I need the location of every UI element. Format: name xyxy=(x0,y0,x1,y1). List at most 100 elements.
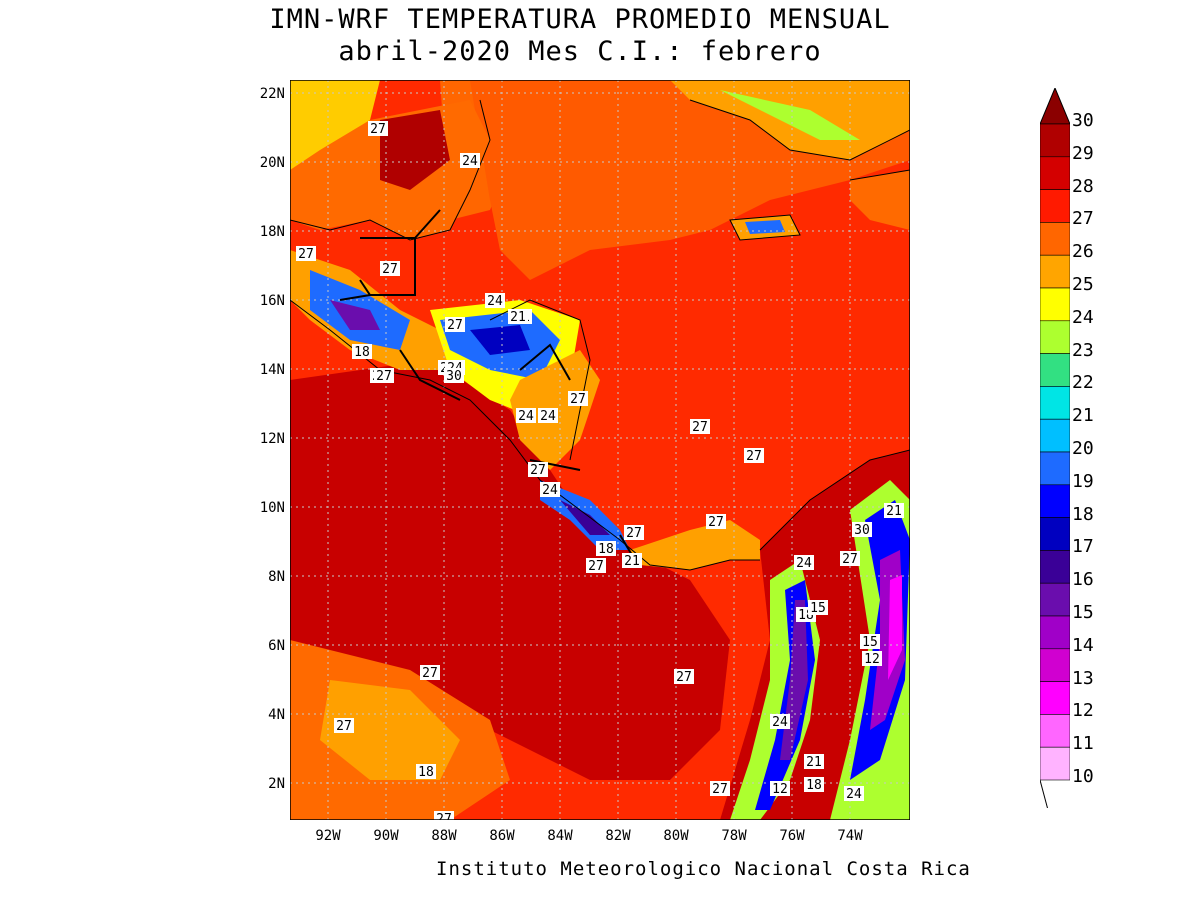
contour-label: 18 xyxy=(416,764,436,780)
contour-label: 21 xyxy=(508,309,528,325)
lon-label-76w: 76W xyxy=(779,828,805,844)
lat-label-10n: 10N xyxy=(259,500,285,516)
contour-label-text: 18 xyxy=(806,778,822,793)
contour-label: 27 xyxy=(334,718,354,734)
contour-label-text: 24 xyxy=(487,294,503,309)
temperature-map: 2724272724212724272118272224302724272727… xyxy=(290,80,910,820)
lat-label-18n: 18N xyxy=(259,224,285,240)
contour-label-text: 21 xyxy=(886,504,902,519)
contour-label-text: 12 xyxy=(772,782,788,797)
lon-label-78w: 78W xyxy=(721,828,747,844)
contour-label: 21 xyxy=(804,754,824,770)
colorbar-label: 16 xyxy=(1072,569,1094,591)
contour-label-text: 27 xyxy=(842,552,858,567)
colorbar-label: 11 xyxy=(1072,733,1094,755)
contour-label-text: 27 xyxy=(570,392,586,407)
colorbar-cap xyxy=(1040,88,1070,125)
colorbar-label: 13 xyxy=(1072,667,1094,689)
lon-label-82w: 82W xyxy=(605,828,631,844)
contour-label: 27 xyxy=(420,665,440,681)
footer-credit: Instituto Meteorologico Nacional Costa R… xyxy=(436,858,971,880)
contour-label: 24 xyxy=(516,408,536,424)
colorbar-segment xyxy=(1040,254,1070,289)
contour-label-text: 27 xyxy=(447,318,463,333)
lon-label-90w: 90W xyxy=(373,828,399,844)
colorbar-segment xyxy=(1040,353,1070,387)
colorbar-label: 18 xyxy=(1072,503,1094,525)
colorbar-label: 26 xyxy=(1072,241,1094,263)
contour-label-text: 27 xyxy=(692,420,708,435)
contour-label-text: 27 xyxy=(376,369,392,384)
contour-label-text: 27 xyxy=(530,463,546,478)
lat-label-14n: 14N xyxy=(259,362,285,378)
colorbar-label: 24 xyxy=(1072,306,1094,328)
contour-label: 27 xyxy=(840,551,860,567)
contour-label: 27 xyxy=(368,121,388,137)
contour-label: 24 xyxy=(538,408,558,424)
contour-label-text: 27 xyxy=(676,670,692,685)
colorbar-segment xyxy=(1040,648,1070,682)
contour-label: 27 xyxy=(528,462,548,478)
colorbar-segment xyxy=(1040,582,1070,617)
colorbar-segment xyxy=(1040,746,1070,781)
contour-label-text: 27 xyxy=(382,262,398,277)
contour-label-text: 18 xyxy=(354,345,370,360)
lon-label-86w: 86W xyxy=(489,828,515,844)
lat-label-20n: 20N xyxy=(259,155,285,171)
colorbar-segment xyxy=(1040,517,1070,551)
contour-label: 27 xyxy=(624,525,644,541)
contour-label: 24 xyxy=(770,714,790,730)
contour-label-text: 21 xyxy=(510,310,526,325)
contour-label-text: 27 xyxy=(422,666,438,681)
colorbar-label: 25 xyxy=(1072,274,1094,295)
andes-east-coldest xyxy=(888,575,902,680)
colorbar-segment xyxy=(1040,714,1070,748)
colorbar-segment xyxy=(1040,681,1070,715)
colorbar-label: 23 xyxy=(1072,339,1094,361)
colorbar-label: 22 xyxy=(1072,372,1094,394)
colorbar-segment xyxy=(1040,189,1070,223)
colorbar-segment xyxy=(1040,418,1070,453)
contour-label-text: 15 xyxy=(810,601,826,616)
highland-honduras-cold xyxy=(470,325,530,355)
colorbar-segment xyxy=(1040,320,1070,354)
lat-label-8n: 8N xyxy=(268,569,285,585)
colorbar-label: 28 xyxy=(1072,175,1094,197)
colorbar-tail xyxy=(1040,779,1048,808)
contour-label-text: 15 xyxy=(862,635,878,650)
contour-label: 27 xyxy=(586,558,606,574)
contour-label-text: 27 xyxy=(370,122,386,137)
colorbar-segment xyxy=(1040,123,1070,158)
colorbar-label: 10 xyxy=(1072,766,1094,787)
colorbar-segment xyxy=(1040,156,1070,190)
contour-label-text: 21 xyxy=(624,554,640,569)
contour-label: 21 xyxy=(622,553,642,569)
contour-label: 27 xyxy=(690,419,710,435)
contour-label: 30 xyxy=(444,368,464,384)
colorbar-label: 12 xyxy=(1072,700,1094,722)
lon-label-88w: 88W xyxy=(431,828,457,844)
contour-label: 27 xyxy=(434,811,454,820)
contour-label-text: 27 xyxy=(436,812,452,820)
contour-label-text: 27 xyxy=(588,559,604,574)
contour-label: 18 xyxy=(596,541,616,557)
contour-label-text: 24 xyxy=(846,787,862,802)
contour-label: 27 xyxy=(380,261,400,277)
contour-label: 27 xyxy=(568,391,588,407)
lon-label-84w: 84W xyxy=(547,828,573,844)
colorbar-segment xyxy=(1040,222,1070,256)
contour-label: 24 xyxy=(794,555,814,571)
contour-label: 27 xyxy=(706,514,726,530)
contour-label-text: 30 xyxy=(854,523,870,538)
colorbar-segment xyxy=(1040,287,1070,322)
land-cuba-cool xyxy=(720,90,860,140)
land-yucatan-hot xyxy=(380,110,450,190)
contour-label-text: 18 xyxy=(598,542,614,557)
colorbar xyxy=(1040,88,1070,808)
contour-label-text: 24 xyxy=(540,409,556,424)
contour-label: 27 xyxy=(374,368,394,384)
contour-label: 15 xyxy=(860,634,880,650)
contour-label: 24 xyxy=(540,482,560,498)
contour-label-text: 30 xyxy=(446,369,462,384)
contour-label-text: 12 xyxy=(864,652,880,667)
